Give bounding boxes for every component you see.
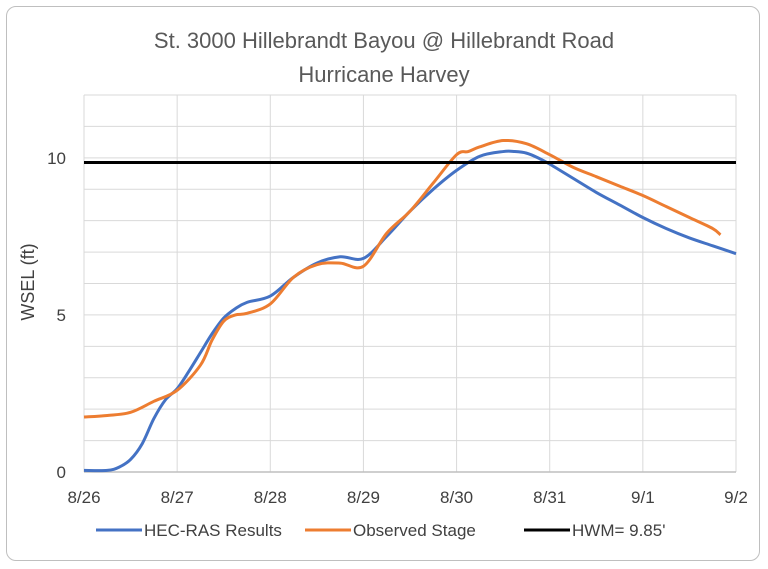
y-tick-label: 5 (57, 306, 66, 325)
legend-label: HWM= 9.85' (572, 521, 665, 540)
hec-ras-results-line (83, 149, 737, 473)
x-tick-label: 8/29 (347, 488, 380, 507)
y-tick-label: 10 (47, 149, 66, 168)
tick-labels: 8/26 8/27 8/28 8/29 8/30 8/31 9/1 9/2 0 5 10 (47, 149, 748, 507)
x-tick-label: 8/26 (67, 488, 100, 507)
x-tick-label: 8/28 (254, 488, 287, 507)
legend-label: HEC-RAS Results (144, 521, 282, 540)
x-tick-label: 9/2 (724, 488, 748, 507)
legend-label: Observed Stage (353, 521, 476, 540)
observed-stage-line (83, 138, 722, 419)
grid-lines (83, 94, 737, 473)
y-axis-label: WSEL (ft) (18, 243, 38, 320)
x-tick-label: 8/27 (161, 488, 194, 507)
series-lines (83, 138, 737, 473)
x-tick-label: 8/31 (533, 488, 566, 507)
chart-title: St. 3000 Hillebrandt Bayou @ Hillebrandt… (153, 28, 615, 53)
x-tick-label: 9/1 (631, 488, 655, 507)
y-tick-label: 0 (57, 463, 66, 482)
x-tick-label: 8/30 (440, 488, 473, 507)
legend: HEC-RAS Results Observed Stage HWM= 9.85' (96, 521, 665, 540)
chart-subtitle: Hurricane Harvey (298, 62, 470, 87)
